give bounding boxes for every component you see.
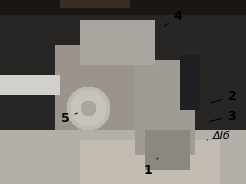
Text: ΔIб: ΔIб [207, 131, 231, 141]
Text: 3: 3 [210, 109, 236, 123]
Text: 1: 1 [144, 158, 158, 176]
Text: 5: 5 [61, 112, 77, 125]
Text: 4: 4 [164, 10, 182, 26]
Text: 2: 2 [211, 89, 236, 103]
